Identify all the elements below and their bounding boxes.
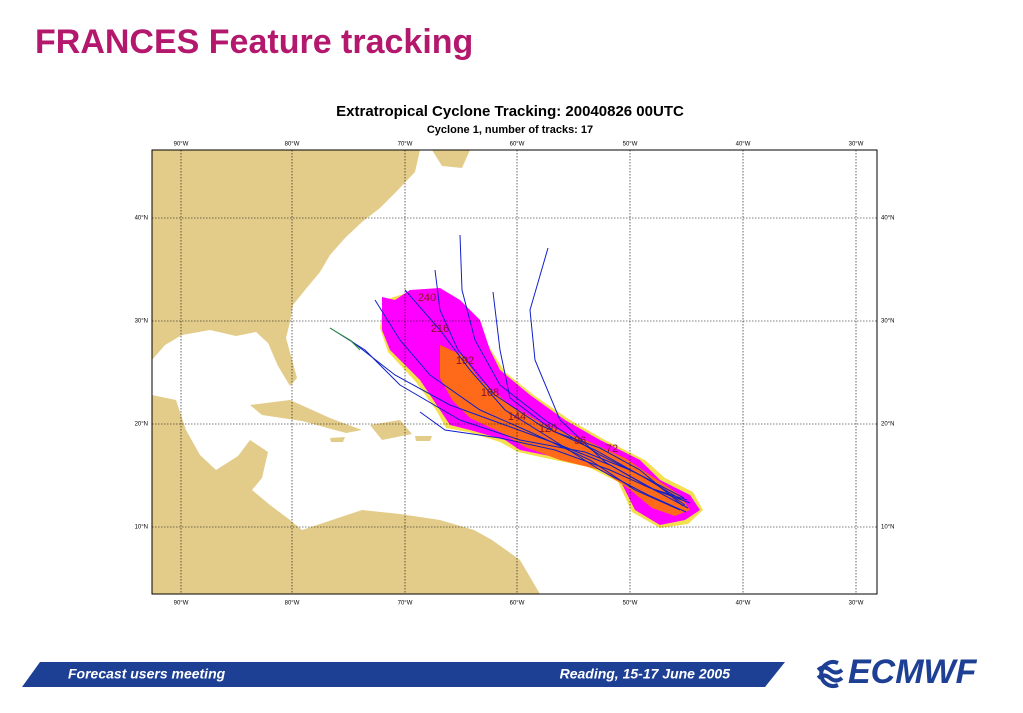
map-frame [151,149,878,595]
footer: Forecast users meeting Reading, 15-17 Ju… [22,655,978,691]
lon-label: 50°W [623,142,638,148]
land [415,436,432,441]
step-label: 120 [539,423,557,435]
lon-label: 60°W [510,142,525,148]
slide-title: FRANCES Feature tracking [35,23,473,61]
map-title: Extratropical Cyclone Tracking: 20040826… [336,103,684,120]
lon-label: 70°W [398,142,413,148]
track [329,327,361,351]
footer-event: Forecast users meeting [68,666,226,682]
lat-label: 20°N [881,422,894,428]
footer-place: Reading, 15-17 June 2005 [560,666,731,682]
lat-label: 30°N [135,319,148,325]
track-density-high [440,345,690,516]
map [152,150,877,594]
lon-label: 40°W [736,601,751,607]
lat-label: 10°N [881,525,894,531]
lat-label: 10°N [135,525,148,531]
lon-label: 50°W [623,601,638,607]
land [250,400,362,433]
land [330,437,345,442]
lon-label: 60°W [510,601,525,607]
footer-bar [22,662,785,687]
logo-text: ECMWF [848,655,978,691]
lon-label: 90°W [174,142,189,148]
step-label: 96 [574,435,586,447]
lon-label: 80°W [285,601,300,607]
lon-label: 30°W [849,142,864,148]
logo-mark [816,660,844,688]
lat-label: 40°N [135,216,148,222]
lat-label: 40°N [881,216,894,222]
land [152,395,315,594]
land [152,150,420,386]
step-label: 216 [431,323,449,335]
step-label: 240 [418,292,436,304]
land [370,420,412,440]
lon-label: 90°W [174,601,189,607]
track [492,291,684,507]
lon-label: 30°W [849,601,864,607]
lat-label: 30°N [881,319,894,325]
land [432,150,470,168]
step-label: 168 [481,387,499,399]
lon-label: 70°W [398,601,413,607]
lat-label: 20°N [135,422,148,428]
track [419,411,688,501]
lon-label: 40°W [736,142,751,148]
map-subtitle: Cyclone 1, number of tracks: 17 [427,124,593,136]
track [349,339,691,504]
step-label: 192 [456,355,474,367]
land [200,160,235,195]
land [300,510,540,594]
lon-label: 80°W [285,142,300,148]
step-label: 72 [606,443,618,455]
step-label: 144 [508,411,526,423]
